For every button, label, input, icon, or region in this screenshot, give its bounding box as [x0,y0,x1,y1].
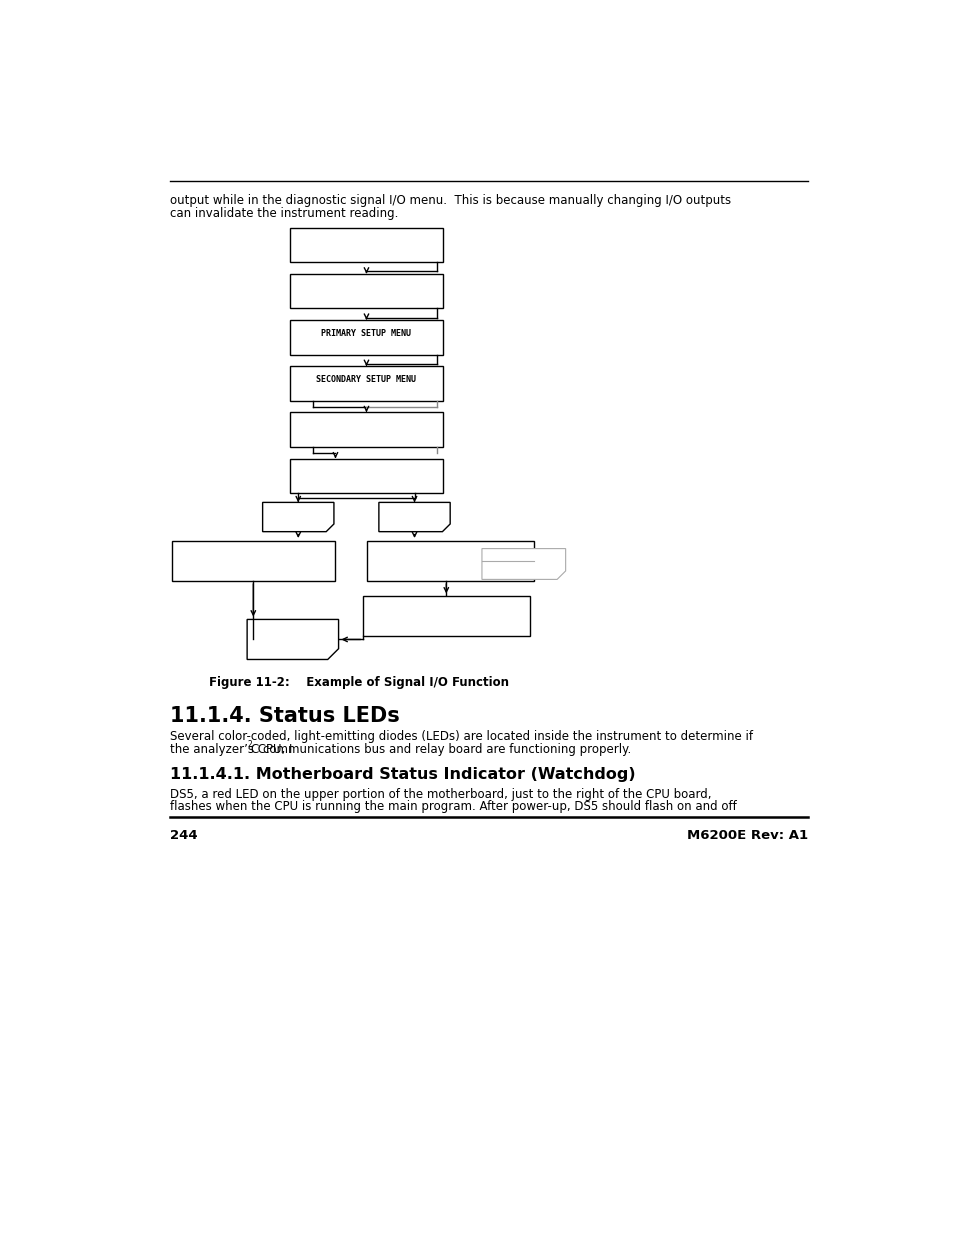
Text: 11.1.4. Status LEDs: 11.1.4. Status LEDs [170,705,399,726]
Text: SECONDARY SETUP MENU: SECONDARY SETUP MENU [316,375,416,384]
Text: flashes when the CPU is running the main program. After power-up, DS5 should fla: flashes when the CPU is running the main… [170,800,736,814]
Text: 11.1.4.1. Motherboard Status Indicator (Watchdog): 11.1.4.1. Motherboard Status Indicator (… [170,767,635,782]
Text: Several color-coded, light-emitting diodes (LEDs) are located inside the instrum: Several color-coded, light-emitting diod… [170,730,752,743]
Polygon shape [262,503,334,531]
Bar [290,274,443,309]
Bar [290,320,443,354]
Polygon shape [481,548,565,579]
Polygon shape [378,503,450,531]
Bar [363,597,530,636]
Bar [290,412,443,447]
Bar [367,541,534,580]
Bar [172,541,335,580]
Text: the analyzer’s CPU, I: the analyzer’s CPU, I [170,742,292,756]
Text: C communications bus and relay board are functioning properly.: C communications bus and relay board are… [251,742,631,756]
Text: M6200E Rev: A1: M6200E Rev: A1 [686,829,807,842]
Text: 244: 244 [170,829,197,842]
Text: 2: 2 [247,740,252,748]
Bar [290,227,443,262]
Polygon shape [247,620,338,659]
Bar [290,458,443,493]
Text: Figure 11-2:    Example of Signal I/O Function: Figure 11-2: Example of Signal I/O Funct… [210,677,509,689]
Text: PRIMARY SETUP MENU: PRIMARY SETUP MENU [321,330,411,338]
Bar [290,366,443,401]
Text: DS5, a red LED on the upper portion of the motherboard, just to the right of the: DS5, a red LED on the upper portion of t… [170,788,710,802]
Text: can invalidate the instrument reading.: can invalidate the instrument reading. [170,207,397,221]
Text: output while in the diagnostic signal I/O menu.  This is because manually changi: output while in the diagnostic signal I/… [170,194,730,207]
